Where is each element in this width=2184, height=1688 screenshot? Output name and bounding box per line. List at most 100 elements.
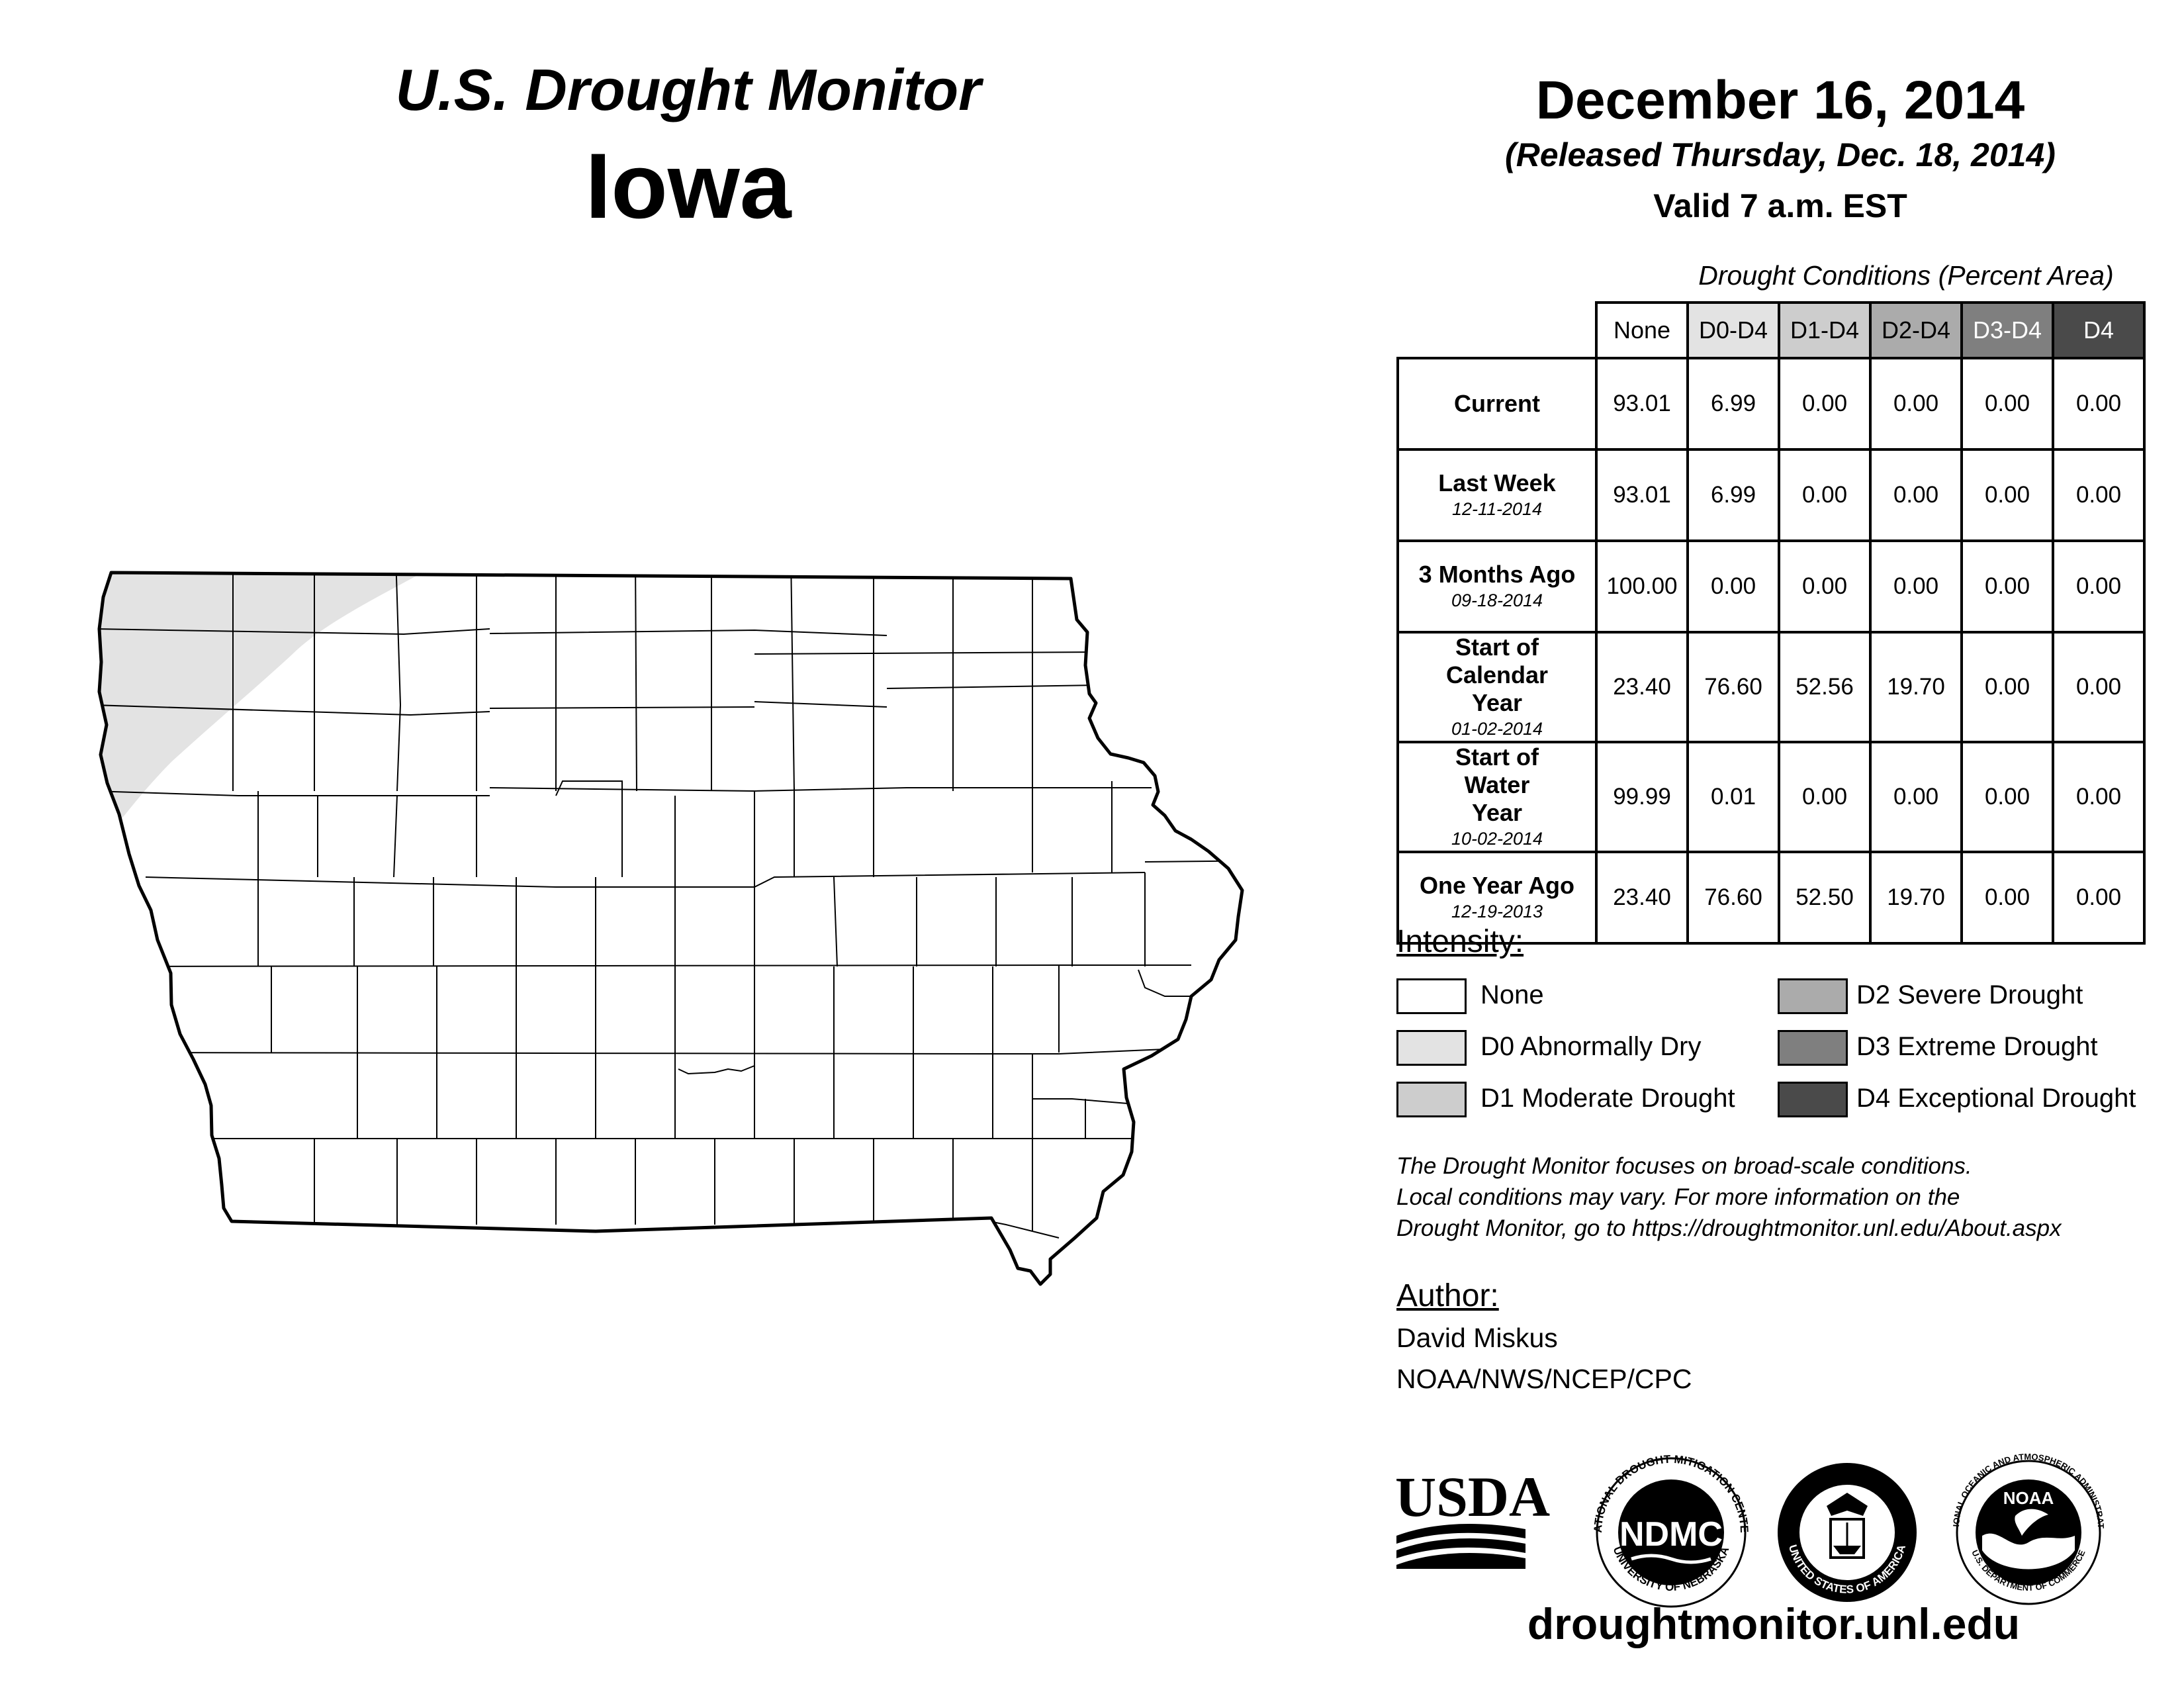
table-cell: 0.00	[1869, 539, 1963, 633]
commerce-logo: DEPARTMENT OF COMMERCE UNITED STATES OF …	[1774, 1451, 1921, 1602]
legend-label-d1: D1 Moderate Drought	[1480, 1084, 1735, 1113]
legend-label-d2: D2 Severe Drought	[1856, 980, 2083, 1009]
row-label: Last Week 12-11-2014	[1396, 448, 1598, 542]
table-cell: 0.00	[1960, 851, 2054, 945]
table-cell: 0.00	[1960, 357, 2054, 451]
table-cell: 0.00	[2052, 539, 2146, 633]
table-cell: 0.00	[2052, 741, 2146, 853]
map-title: U.S. Drought Monitor	[395, 57, 981, 122]
county-lines	[99, 573, 1242, 1239]
legend-swatch-d2	[1778, 978, 1848, 1014]
author-heading: Author:	[1396, 1278, 1499, 1313]
usda-text: USDA	[1395, 1465, 1550, 1528]
row-label-text: Current	[1453, 390, 1540, 417]
legend-swatch-d0	[1396, 1030, 1467, 1066]
row-label: One Year Ago 12-19-2013	[1396, 851, 1598, 945]
table-row: One Year Ago 12-19-2013 23.40 76.60 52.5…	[1396, 851, 2146, 945]
table-row: Last Week 12-11-2014 93.01 6.99 0.00 0.0…	[1396, 448, 2146, 542]
row-label-date: 12-11-2014	[1451, 499, 1543, 519]
legend-title: Intensity:	[1396, 924, 1524, 959]
table-cell: 0.00	[2052, 357, 2146, 451]
drought-conditions-table: None D0-D4 D1-D4 D2-D4 D3-D4 D4 Current …	[1396, 301, 2146, 945]
valid-time: Valid 7 a.m. EST	[1653, 187, 1907, 224]
table-cell: 76.60	[1686, 631, 1780, 743]
table-cell: 0.01	[1686, 741, 1780, 853]
table-cell: 6.99	[1686, 448, 1780, 542]
row-label-date: 10-02-2014	[1451, 829, 1543, 849]
table-cell: 19.70	[1869, 851, 1963, 945]
table-row: Current 93.01 6.99 0.00 0.00 0.00 0.00	[1396, 357, 2146, 451]
row-label: Start of Water Year 10-02-2014	[1396, 741, 1598, 853]
table-cell: 93.01	[1595, 448, 1689, 542]
row-label-text: One Year Ago	[1419, 872, 1575, 899]
table-cell: 0.00	[1869, 741, 1963, 853]
col-header-d0-d4: D0-D4	[1686, 301, 1780, 359]
legend-swatch-d1	[1396, 1082, 1467, 1117]
table-cell: 23.40	[1595, 851, 1689, 945]
table-cell: 0.00	[2052, 851, 2146, 945]
table-cell: 0.00	[1869, 357, 1963, 451]
row-label-text: Start of Calendar Year	[1445, 633, 1549, 716]
legend-label-d4: D4 Exceptional Drought	[1856, 1084, 2136, 1113]
agency-logos: USDA NDMC NATIONAL DROUGHT MITIGATION CE…	[1383, 1436, 2106, 1608]
legend-label-none: None	[1480, 980, 1544, 1009]
row-label-date: 01-02-2014	[1451, 719, 1543, 739]
state-name: Iowa	[585, 134, 792, 238]
row-label: Current	[1396, 357, 1598, 451]
legend-swatch-d3	[1778, 1030, 1848, 1066]
table-cell: 100.00	[1595, 539, 1689, 633]
release-date: (Released Thursday, Dec. 18, 2014)	[1505, 136, 2056, 173]
table-cell: 99.99	[1595, 741, 1689, 853]
table-corner	[1398, 303, 1596, 358]
table-cell: 0.00	[2052, 448, 2146, 542]
table-cell: 0.00	[1960, 539, 2054, 633]
legend-swatch-d4	[1778, 1082, 1848, 1117]
ndmc-text: NDMC	[1619, 1515, 1723, 1554]
table-cell: 76.60	[1686, 851, 1780, 945]
legend-label-d0: D0 Abnormally Dry	[1480, 1032, 1702, 1061]
col-header-d4: D4	[2052, 301, 2146, 359]
table-cell: 6.99	[1686, 357, 1780, 451]
table-title: Drought Conditions (Percent Area)	[1698, 260, 2114, 291]
col-header-d2-d4: D2-D4	[1869, 301, 1963, 359]
row-label-text: Last Week	[1438, 469, 1556, 496]
table-cell: 93.01	[1595, 357, 1689, 451]
table-cell: 0.00	[2052, 631, 2146, 743]
noaa-text: NOAA	[2003, 1488, 2054, 1508]
note-line: The Drought Monitor focuses on broad-sca…	[1396, 1153, 1972, 1179]
row-label-text: Start of Water Year	[1455, 743, 1539, 826]
author-organization: NOAA/NWS/NCEP/CPC	[1396, 1364, 1692, 1394]
table-cell: 52.50	[1778, 851, 1872, 945]
table-cell: 0.00	[1869, 448, 1963, 542]
row-label: Start of Calendar Year 01-02-2014	[1396, 631, 1598, 743]
legend-label-d3: D3 Extreme Drought	[1856, 1032, 2098, 1061]
col-header-d3-d4: D3-D4	[1960, 301, 2054, 359]
table-cell: 0.00	[1686, 539, 1780, 633]
table-cell: 0.00	[1778, 357, 1872, 451]
website-link[interactable]: droughtmonitor.unl.edu	[1527, 1599, 2021, 1648]
table-row: Start of Water Year 10-02-2014 99.99 0.0…	[1396, 741, 2146, 853]
row-label-date: 09-18-2014	[1451, 590, 1543, 610]
map-date: December 16, 2014	[1535, 70, 2025, 130]
table-cell: 19.70	[1869, 631, 1963, 743]
note-line: Local conditions may vary. For more info…	[1396, 1184, 1960, 1210]
table-row: 3 Months Ago 09-18-2014 100.00 0.00 0.00…	[1396, 539, 2146, 633]
iowa-outline	[97, 571, 1244, 1286]
row-label: 3 Months Ago 09-18-2014	[1396, 539, 1598, 633]
table-cell: 0.00	[1778, 448, 1872, 542]
table-cell: 52.56	[1778, 631, 1872, 743]
row-label-date: 12-19-2013	[1451, 902, 1543, 921]
d0-drought-area	[99, 573, 450, 847]
row-label-text: 3 Months Ago	[1418, 561, 1576, 588]
info-note: The Drought Monitor focuses on broad-sca…	[1396, 1150, 2062, 1244]
table-cell: 23.40	[1595, 631, 1689, 743]
usda-logo: USDA	[1395, 1465, 1550, 1569]
table-cell: 0.00	[1778, 741, 1872, 853]
iowa-drought-map	[97, 571, 1244, 1286]
table-cell: 0.00	[1778, 539, 1872, 633]
table-row: Start of Calendar Year 01-02-2014 23.40 …	[1396, 631, 2146, 743]
legend-swatch-none	[1396, 978, 1467, 1014]
table-cell: 0.00	[1960, 741, 2054, 853]
col-header-d1-d4: D1-D4	[1778, 301, 1872, 359]
table-cell: 0.00	[1960, 448, 2054, 542]
